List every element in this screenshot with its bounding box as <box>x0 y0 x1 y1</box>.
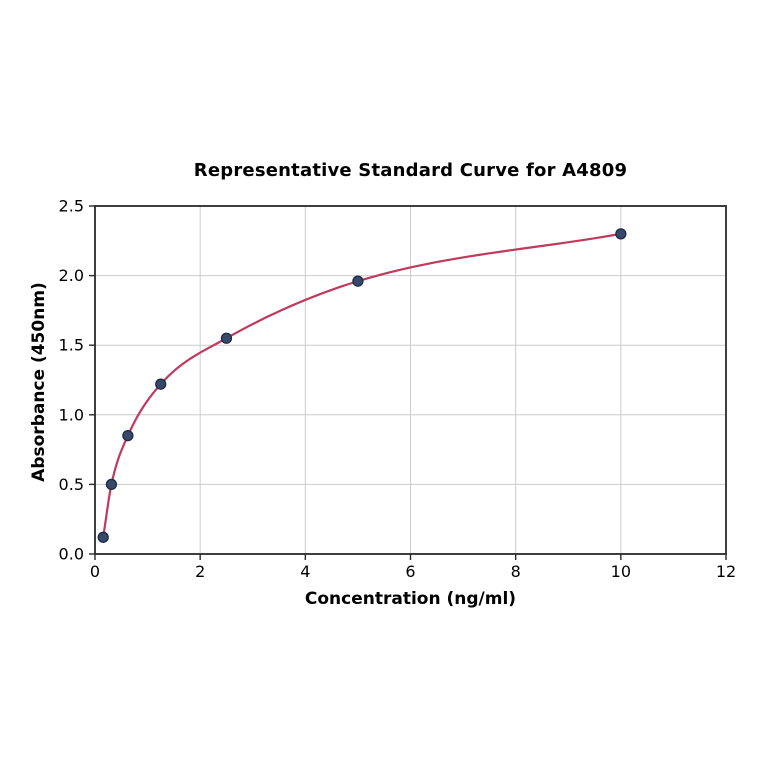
x-tick-label: 12 <box>716 562 736 581</box>
y-tick-label: 2.5 <box>59 197 84 216</box>
data-point-marker <box>105 478 118 491</box>
data-point-marker <box>615 228 627 240</box>
y-axis-label: Absorbance (450nm) <box>29 282 49 482</box>
x-tick-label: 2 <box>195 562 205 581</box>
x-axis-label: Concentration (ng/ml) <box>304 589 517 609</box>
y-tick-label: 0.0 <box>59 545 84 564</box>
data-point-marker <box>155 378 167 390</box>
x-tick-label: 4 <box>300 562 310 581</box>
x-tick-label: 0 <box>90 562 100 581</box>
y-tick-label: 2.0 <box>59 266 84 285</box>
chart-title: Representative Standard Curve for A4809 <box>193 160 628 181</box>
x-tick-label: 6 <box>405 562 415 581</box>
y-tick-label: 1.5 <box>59 336 84 355</box>
y-tick-label: 0.5 <box>59 475 84 494</box>
data-point-marker <box>122 430 134 442</box>
data-point-marker <box>352 275 364 287</box>
x-tick-label: 8 <box>511 562 521 581</box>
data-point-marker <box>97 531 109 543</box>
y-tick-label: 1.0 <box>59 405 84 424</box>
data-point-marker <box>220 332 233 344</box>
x-tick-label: 10 <box>611 562 631 581</box>
